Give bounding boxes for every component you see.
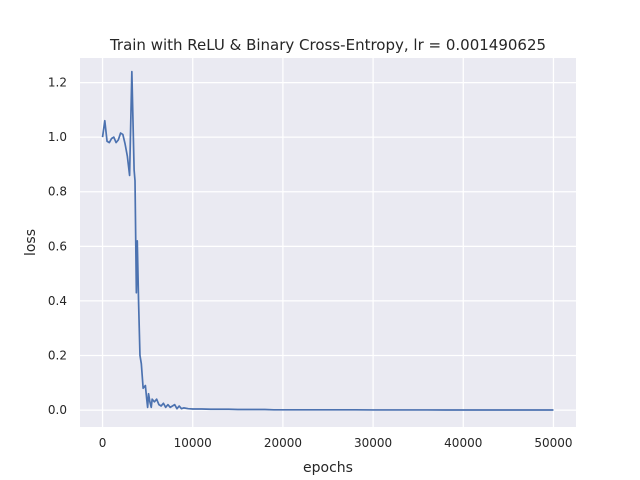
loss-series-line — [101, 70, 554, 411]
x-tick-label: 30000 — [354, 436, 392, 450]
x-tick-label: 40000 — [444, 436, 482, 450]
tick-labels: 0 10000 20000 30000 40000 50000 0.0 0.2 0.4 0.6 0.… — [48, 76, 573, 450]
series-layer — [101, 70, 554, 411]
x-axis-label: epochs — [303, 460, 353, 476]
y-tick-label: 0.4 — [48, 294, 67, 308]
x-tick-label: 10000 — [174, 436, 212, 450]
y-tick-label: 0.6 — [48, 239, 67, 253]
chart-title: Train with ReLU & Binary Cross-Entropy, … — [109, 36, 546, 54]
y-tick-label: 0.2 — [48, 348, 67, 362]
x-tick-label: 20000 — [264, 436, 302, 450]
y-tick-label: 0.8 — [48, 185, 67, 199]
x-tick-label: 50000 — [534, 436, 572, 450]
y-tick-label: 1.0 — [48, 130, 67, 144]
plot-area — [80, 58, 576, 427]
y-tick-label: 1.2 — [48, 76, 67, 90]
y-tick-label: 0.0 — [48, 403, 67, 417]
gridlines — [80, 58, 576, 427]
x-tick-label: 0 — [99, 436, 107, 450]
y-axis-label: loss — [23, 229, 39, 256]
